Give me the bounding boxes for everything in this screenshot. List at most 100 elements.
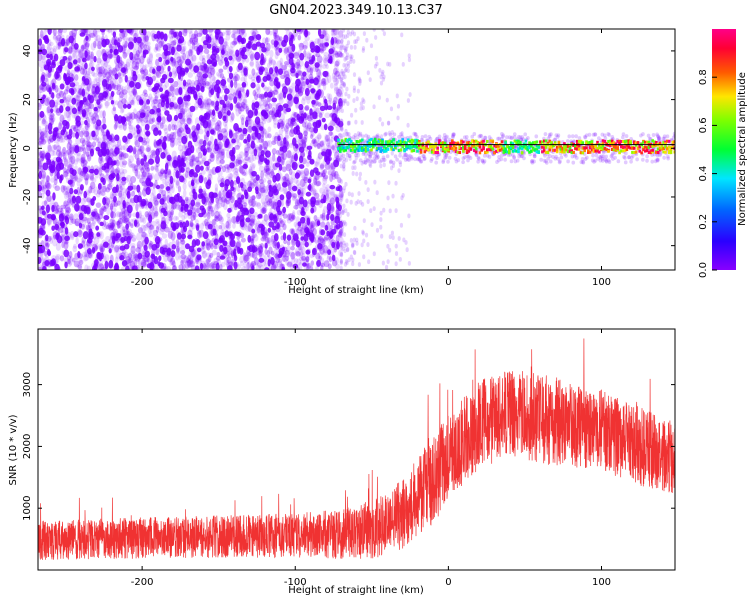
- noise-cell: [207, 81, 213, 87]
- noise-cell: [86, 190, 91, 197]
- noise-cell: [267, 240, 273, 246]
- noise-cell: [126, 37, 131, 45]
- noise-cell: [251, 173, 256, 181]
- noise-cell: [244, 119, 249, 128]
- noise-cell: [195, 223, 200, 229]
- noise-cell: [73, 189, 79, 195]
- noise-cell: [221, 195, 227, 203]
- noise-cell: [164, 181, 170, 186]
- noise-cell: [277, 93, 281, 101]
- noise-cell: [256, 202, 262, 210]
- noise-cell: [276, 60, 283, 69]
- noise-cell: [141, 76, 147, 82]
- noise-cell: [82, 97, 88, 106]
- noise-cell: [286, 261, 293, 268]
- noise-cell: [205, 102, 211, 111]
- noise-cell: [319, 105, 326, 112]
- noise-cell: [283, 65, 288, 74]
- noise-cell: [228, 55, 233, 61]
- noise-cell: [195, 255, 200, 263]
- noise-cell: [120, 181, 126, 186]
- noise-cell: [335, 212, 340, 220]
- noise-cell: [257, 260, 262, 269]
- noise-cell: [187, 234, 193, 240]
- noise-cell: [79, 216, 85, 224]
- noise-cell: [175, 216, 180, 221]
- noise-cell: [86, 144, 92, 152]
- noise-cell: [207, 53, 211, 60]
- noise-cell: [278, 128, 284, 136]
- noise-cell: [188, 224, 194, 233]
- noise-cell: [177, 140, 182, 147]
- noise-cell: [144, 34, 149, 42]
- noise-cell: [195, 197, 201, 206]
- noise-cell: [229, 162, 235, 169]
- noise-cell: [272, 31, 277, 37]
- noise-cell: [87, 165, 91, 173]
- noise-cell: [165, 97, 170, 105]
- noise-cell: [69, 144, 73, 153]
- noise-cell: [298, 261, 303, 270]
- noise-cell: [174, 128, 180, 134]
- noise-cell: [288, 143, 294, 148]
- noise-cell: [103, 215, 110, 221]
- noise-cell: [229, 129, 235, 137]
- noise-cell: [86, 217, 91, 225]
- noise-cell: [267, 133, 272, 139]
- noise-cell: [148, 85, 153, 91]
- noise-cell: [141, 259, 147, 267]
- noise-cell: [216, 259, 222, 265]
- noise-cell: [190, 249, 196, 258]
- noise-cell: [40, 67, 44, 73]
- noise-cell: [254, 224, 259, 232]
- noise-cell: [225, 32, 231, 41]
- noise-cell: [287, 182, 292, 192]
- noise-cell: [336, 101, 342, 110]
- noise-cell: [238, 47, 245, 56]
- noise-cell: [309, 78, 315, 84]
- noise-cell: [265, 37, 271, 43]
- noise-cell: [200, 247, 206, 255]
- noise-cell: [53, 144, 57, 150]
- noise-cell: [126, 103, 132, 110]
- noise-cell: [41, 81, 47, 87]
- noise-cell: [300, 138, 306, 148]
- noise-cell: [39, 110, 45, 118]
- figure-title: GN04.2023.349.10.13.C37: [269, 3, 443, 18]
- noise-cell: [173, 163, 180, 172]
- noise-cell: [123, 43, 128, 48]
- noise-cell: [303, 113, 310, 120]
- noise-cell: [269, 49, 274, 59]
- noise-cell: [153, 212, 157, 218]
- noise-cell: [292, 209, 296, 218]
- noise-cell: [303, 144, 309, 152]
- noise-cell: [80, 209, 85, 215]
- noise-cell: [179, 55, 184, 64]
- noise-cell: [325, 38, 330, 46]
- noise-cell: [226, 29, 232, 36]
- noise-cell: [89, 175, 95, 182]
- noise-cell: [55, 266, 61, 270]
- noise-cell: [109, 218, 114, 225]
- noise-cell: [63, 158, 69, 167]
- noise-cell: [291, 154, 298, 160]
- noise-cell: [244, 57, 250, 63]
- noise-cell: [196, 254, 202, 261]
- noise-cell: [147, 225, 152, 235]
- noise-cell: [212, 228, 217, 236]
- noise-cell: [275, 47, 281, 56]
- noise-cell: [141, 231, 147, 238]
- noise-cell: [287, 117, 292, 127]
- noise-cell: [85, 151, 90, 158]
- noise-cell: [258, 186, 264, 192]
- noise-cell: [185, 101, 191, 107]
- noise-cell: [332, 148, 338, 154]
- noise-cell: [303, 126, 309, 134]
- noise-cell: [153, 229, 159, 237]
- noise-cell: [74, 74, 79, 81]
- noise-cell: [114, 147, 120, 155]
- noise-cell: [221, 128, 227, 133]
- noise-cell: [129, 199, 136, 207]
- noise-cell: [47, 250, 52, 257]
- noise-cell: [62, 46, 67, 55]
